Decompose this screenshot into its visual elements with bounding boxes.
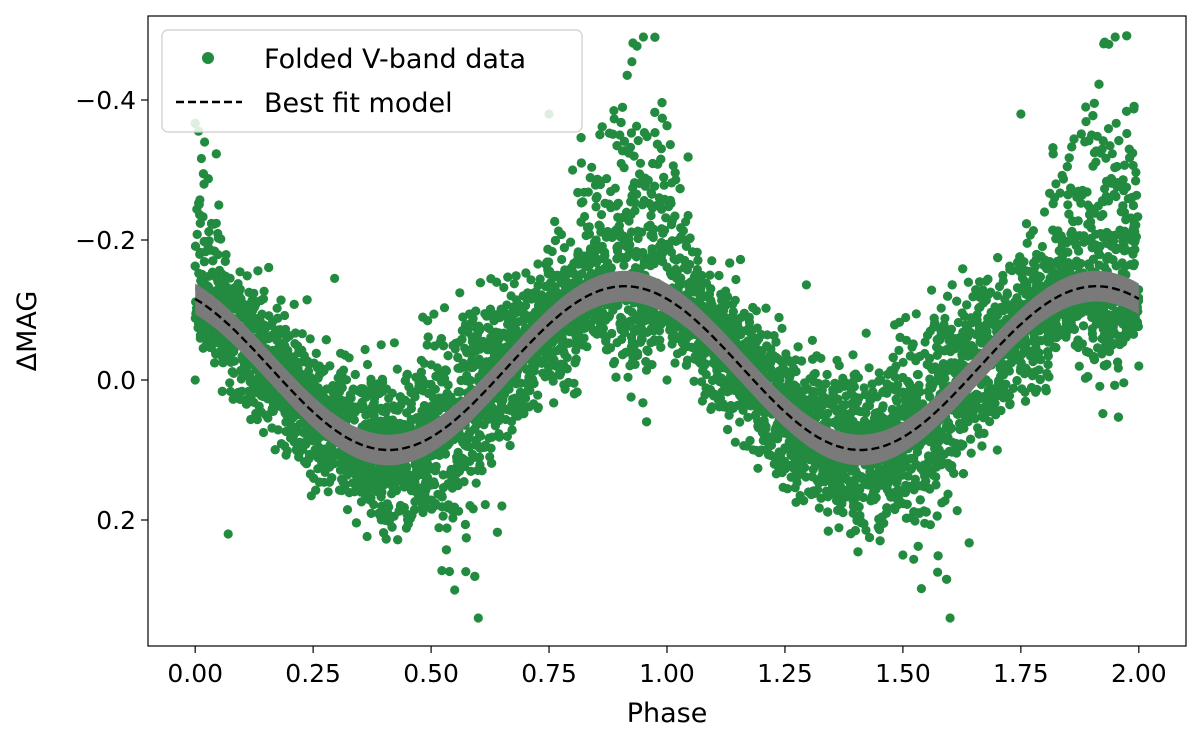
data-point bbox=[342, 505, 353, 515]
data-point bbox=[507, 416, 517, 427]
data-point bbox=[422, 340, 432, 350]
data-point bbox=[305, 334, 315, 344]
data-point bbox=[791, 497, 801, 507]
data-point bbox=[790, 483, 800, 493]
data-point bbox=[938, 359, 949, 369]
data-point bbox=[966, 448, 976, 458]
data-point bbox=[533, 390, 543, 400]
data-point bbox=[619, 260, 629, 270]
data-point bbox=[566, 237, 576, 247]
data-point bbox=[438, 511, 448, 521]
data-point bbox=[1081, 117, 1091, 127]
data-point bbox=[1103, 124, 1114, 134]
data-point bbox=[1087, 329, 1097, 339]
data-point bbox=[360, 344, 370, 355]
data-point bbox=[801, 280, 812, 290]
data-point bbox=[1107, 149, 1117, 159]
data-point bbox=[198, 343, 208, 353]
data-point bbox=[667, 339, 677, 349]
data-point bbox=[670, 358, 680, 368]
data-point bbox=[235, 267, 245, 277]
data-point bbox=[1119, 378, 1129, 388]
data-point bbox=[330, 273, 340, 283]
data-point bbox=[1091, 157, 1101, 167]
data-point bbox=[602, 174, 612, 184]
data-point bbox=[814, 503, 824, 513]
data-point bbox=[874, 368, 884, 378]
data-point bbox=[707, 256, 717, 266]
data-point bbox=[1128, 160, 1138, 171]
data-point bbox=[753, 463, 763, 473]
data-point bbox=[480, 500, 490, 510]
data-point bbox=[1122, 128, 1132, 139]
data-point bbox=[429, 309, 439, 319]
data-point bbox=[834, 360, 844, 371]
data-point bbox=[499, 282, 509, 293]
data-point bbox=[735, 417, 745, 427]
data-point bbox=[1131, 167, 1141, 177]
data-point bbox=[619, 163, 629, 173]
data-point bbox=[901, 312, 911, 323]
data-point bbox=[1008, 383, 1019, 393]
data-point bbox=[936, 303, 946, 313]
data-point bbox=[434, 523, 444, 533]
data-point bbox=[665, 140, 675, 150]
data-point bbox=[627, 57, 637, 67]
data-point bbox=[547, 246, 557, 257]
data-point bbox=[362, 359, 373, 370]
data-point bbox=[1063, 200, 1073, 210]
data-point bbox=[533, 259, 543, 269]
data-point bbox=[258, 427, 269, 438]
data-point bbox=[587, 162, 597, 172]
data-point bbox=[927, 285, 937, 295]
data-point bbox=[1081, 102, 1091, 112]
data-point bbox=[848, 350, 858, 360]
data-point bbox=[971, 285, 981, 295]
data-point bbox=[526, 275, 536, 285]
data-point bbox=[1037, 241, 1047, 252]
data-point bbox=[864, 363, 874, 373]
data-point bbox=[392, 364, 402, 374]
data-point bbox=[650, 128, 660, 138]
data-point bbox=[916, 584, 927, 594]
data-point bbox=[455, 288, 465, 298]
data-point bbox=[376, 340, 386, 350]
data-point bbox=[635, 158, 646, 168]
data-point bbox=[297, 329, 307, 339]
data-point bbox=[280, 310, 290, 321]
data-point bbox=[323, 487, 333, 497]
data-point bbox=[437, 566, 447, 576]
data-point bbox=[994, 281, 1005, 292]
data-point bbox=[196, 153, 206, 164]
data-point bbox=[998, 270, 1008, 280]
data-point bbox=[609, 106, 619, 116]
data-point bbox=[1121, 215, 1131, 225]
data-point bbox=[777, 323, 787, 333]
data-point bbox=[609, 114, 619, 124]
data-point bbox=[591, 202, 601, 212]
data-point bbox=[952, 506, 962, 516]
data-point bbox=[912, 370, 923, 380]
data-point bbox=[1081, 346, 1091, 357]
data-point bbox=[444, 566, 455, 577]
data-point bbox=[1111, 118, 1121, 128]
data-point bbox=[681, 217, 691, 227]
data-point bbox=[909, 554, 919, 564]
data-point bbox=[596, 210, 607, 220]
data-point bbox=[730, 437, 740, 447]
data-point bbox=[807, 335, 818, 345]
data-point bbox=[440, 365, 451, 375]
data-point bbox=[471, 478, 481, 488]
data-point bbox=[1074, 361, 1084, 371]
